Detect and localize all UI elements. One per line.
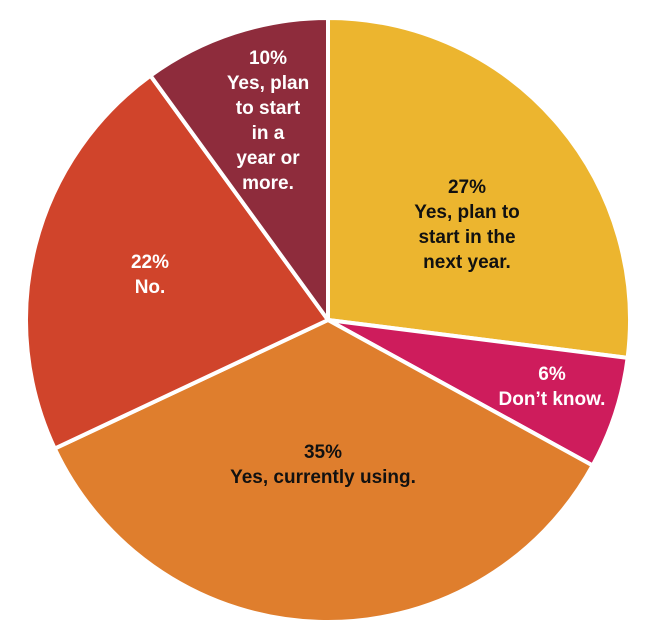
slice-label-line: Yes, currently using. xyxy=(230,467,416,488)
slice-label-line: start in the xyxy=(418,227,515,248)
slice-label-line: No. xyxy=(135,277,166,298)
slice-percent: 6% xyxy=(538,364,566,385)
pie-slice xyxy=(52,318,595,624)
slice-label-line: more. xyxy=(242,173,294,194)
slice-label-line: in a xyxy=(252,123,285,144)
pie-slices xyxy=(24,16,632,624)
slice-label: 10% Yes, plan to start in a year or more. xyxy=(227,48,309,194)
slice-label-line: Yes, plan to xyxy=(414,202,520,223)
pie-slice xyxy=(148,16,330,322)
pie-slice xyxy=(326,16,632,360)
slice-label: 22% No. xyxy=(131,252,169,298)
slice-percent: 35% xyxy=(304,442,342,463)
slice-percent: 27% xyxy=(448,177,486,198)
slice-label: 35% Yes, currently using. xyxy=(230,442,416,488)
slice-label-line: Yes, plan xyxy=(227,73,309,94)
slice-label: 6% Don’t know. xyxy=(499,364,606,410)
slice-label-line: Don’t know. xyxy=(499,389,606,410)
pie-labels: 27% Yes, plan to start in the next year. 6% D… xyxy=(131,48,605,488)
slice-label: 27% Yes, plan to start in the next year. xyxy=(414,177,520,273)
slice-percent: 10% xyxy=(249,48,287,69)
slice-label-line: next year. xyxy=(423,252,511,273)
slice-label-line: to start xyxy=(236,98,301,119)
slice-percent: 22% xyxy=(131,252,169,273)
slice-label-line: year or xyxy=(236,148,300,169)
pie-slice xyxy=(24,73,330,451)
